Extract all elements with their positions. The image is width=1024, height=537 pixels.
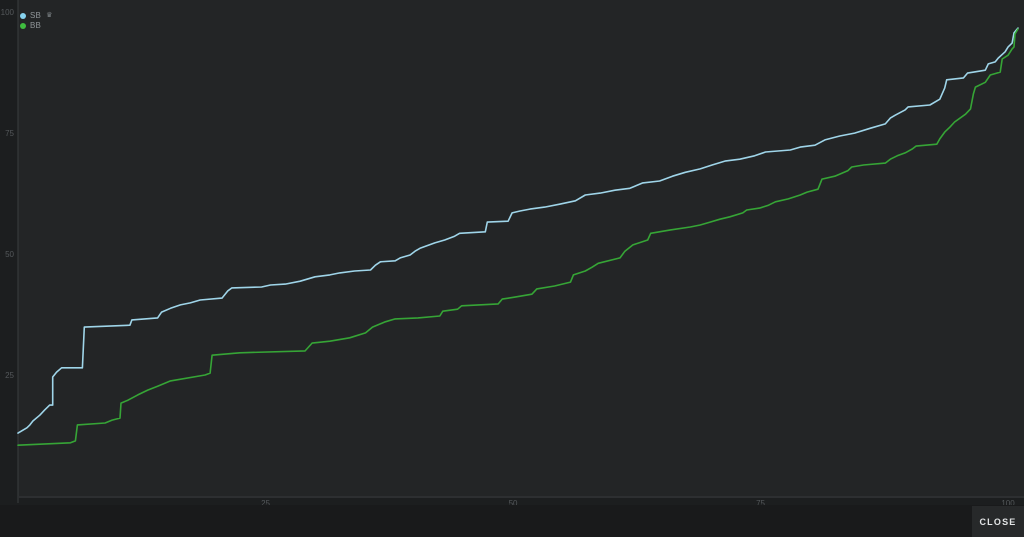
- x-tick-label: 50: [508, 499, 518, 508]
- bb-line: [17, 28, 1019, 446]
- y-tick-label: 25: [5, 371, 14, 381]
- y-tick-label: 50: [5, 250, 14, 260]
- y-tick-label: 75: [5, 129, 14, 139]
- legend-item-sb[interactable]: SB ♛: [20, 11, 52, 20]
- close-button[interactable]: CLOSE: [972, 506, 1024, 537]
- chart-legend: SB ♛ BB: [20, 11, 52, 30]
- bb-series-dot-icon: [20, 22, 26, 29]
- x-tick-label: 100: [1001, 499, 1015, 508]
- legend-label-sb: SB: [30, 11, 42, 20]
- legend-label-bb: BB: [30, 21, 42, 30]
- crown-icon: ♛: [46, 11, 53, 19]
- sb-series-dot-icon: [20, 12, 26, 19]
- plot-area: [18, 0, 1024, 497]
- legend-item-bb[interactable]: BB: [20, 21, 52, 30]
- sb-line: [17, 27, 1019, 434]
- bottom-bar: [0, 505, 1024, 537]
- x-tick-label: 25: [261, 499, 270, 508]
- x-tick-label: 75: [756, 499, 766, 508]
- y-tick-label: 100: [0, 8, 14, 18]
